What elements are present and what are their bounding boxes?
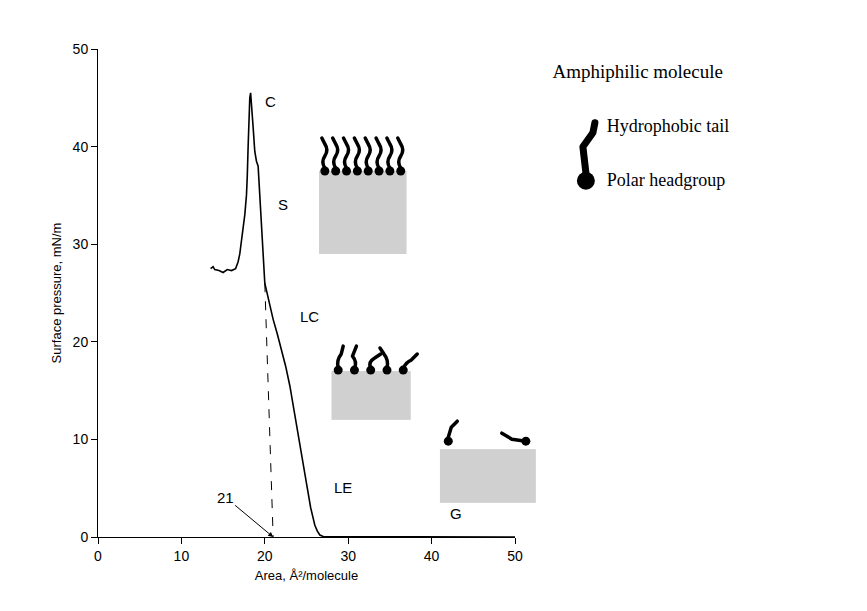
svg-text:G: G xyxy=(450,505,462,522)
svg-text:LE: LE xyxy=(334,479,352,496)
svg-text:10: 10 xyxy=(174,548,190,564)
svg-text:40: 40 xyxy=(73,139,89,155)
svg-text:20: 20 xyxy=(257,548,273,564)
svg-text:40: 40 xyxy=(424,548,440,564)
svg-text:0: 0 xyxy=(94,548,102,564)
svg-text:LC: LC xyxy=(300,308,319,325)
svg-text:Amphiphilic molecule: Amphiphilic molecule xyxy=(553,61,723,82)
svg-text:21: 21 xyxy=(217,489,234,506)
svg-text:30: 30 xyxy=(340,548,356,564)
svg-text:S: S xyxy=(278,196,288,213)
svg-text:Hydrophobic tail: Hydrophobic tail xyxy=(607,116,729,136)
svg-text:50: 50 xyxy=(73,41,89,57)
svg-text:30: 30 xyxy=(73,236,89,252)
svg-text:0: 0 xyxy=(80,529,88,545)
svg-text:Polar headgroup: Polar headgroup xyxy=(607,170,725,190)
svg-text:Surface pressure, mN/m: Surface pressure, mN/m xyxy=(49,223,64,364)
svg-text:20: 20 xyxy=(73,334,89,350)
svg-text:10: 10 xyxy=(73,431,89,447)
svg-text:Area, Å²/molecule: Area, Å²/molecule xyxy=(255,568,358,583)
svg-text:50: 50 xyxy=(507,548,523,564)
svg-text:C: C xyxy=(265,93,276,110)
